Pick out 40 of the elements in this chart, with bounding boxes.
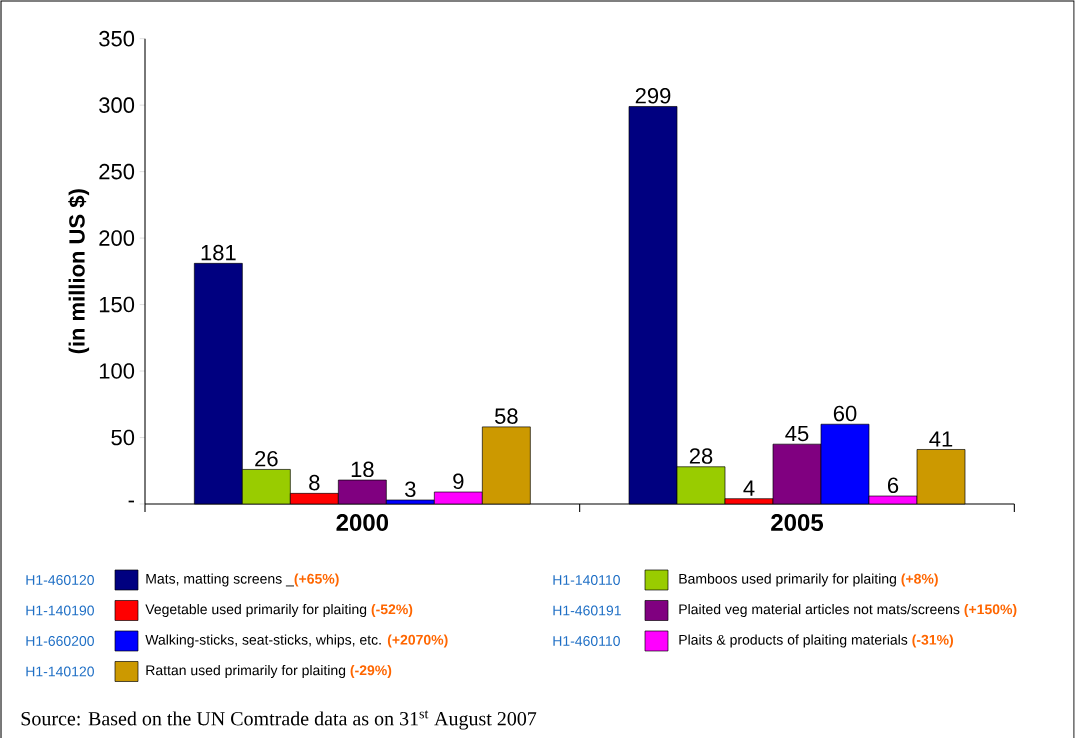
data-label: 41 bbox=[929, 431, 953, 447]
y-tick-label: 200 bbox=[99, 230, 135, 246]
data-label: 181 bbox=[201, 244, 236, 261]
x-tick-label: 2005 bbox=[771, 514, 824, 532]
legend-label: Vegetable used primarily for plaiting (-52%) bbox=[145, 603, 413, 618]
y-tick-label: 150 bbox=[99, 296, 135, 313]
x-tick-label: 2000 bbox=[336, 514, 389, 532]
y-tick-label: 250 bbox=[99, 163, 135, 180]
data-label: 3 bbox=[405, 481, 416, 498]
text: H1-140110 bbox=[553, 575, 620, 585]
data-label: 26 bbox=[255, 450, 278, 467]
data-label: 299 bbox=[635, 87, 671, 104]
data-label: 60 bbox=[833, 405, 857, 422]
data-label: 18 bbox=[351, 461, 374, 478]
y-tick-label: - bbox=[128, 500, 134, 503]
text: H1-460110 bbox=[553, 636, 620, 646]
text: H1-140120 bbox=[26, 666, 94, 677]
legend-label: Walking-sticks, seat-sticks, whips, etc. (+2070%) bbox=[145, 634, 448, 648]
legend-label: Mats, matting screens _(+65%) bbox=[146, 573, 339, 587]
y-tick-label: 350 bbox=[99, 30, 135, 47]
y-axis-title: (in million US $) bbox=[68, 189, 90, 354]
data-label: 4 bbox=[743, 480, 755, 496]
legend-label: Plaits & products of plaiting materials (-31%) bbox=[679, 634, 953, 648]
legend-label: Rattan used primarily for plaiting (-29%) bbox=[146, 664, 392, 679]
text: H1-140190 bbox=[26, 605, 94, 616]
data-label: 6 bbox=[887, 477, 899, 494]
data-label: 45 bbox=[785, 425, 809, 442]
source-note: Source: Based on the UN Comtrade data as on 31$^{st}$ August 2007 bbox=[21, 710, 537, 730]
y-tick-label: 50 bbox=[111, 429, 135, 446]
legend-label: Plaited veg material articles not mats/screens (+150%) bbox=[679, 603, 1017, 618]
data-label: 58 bbox=[494, 408, 518, 424]
data-label: 9 bbox=[453, 473, 464, 490]
legend-label: Bamboos used primarily for plaiting (+8%) bbox=[679, 573, 938, 587]
data-label: 8 bbox=[309, 474, 320, 491]
y-tick-label: 100 bbox=[99, 363, 135, 379]
text: H1-460191 bbox=[553, 605, 621, 616]
y-tick-label: 300 bbox=[99, 97, 135, 113]
text: H1-660200 bbox=[26, 636, 94, 646]
text: H1-460120 bbox=[26, 575, 94, 585]
data-label: 28 bbox=[689, 448, 713, 464]
